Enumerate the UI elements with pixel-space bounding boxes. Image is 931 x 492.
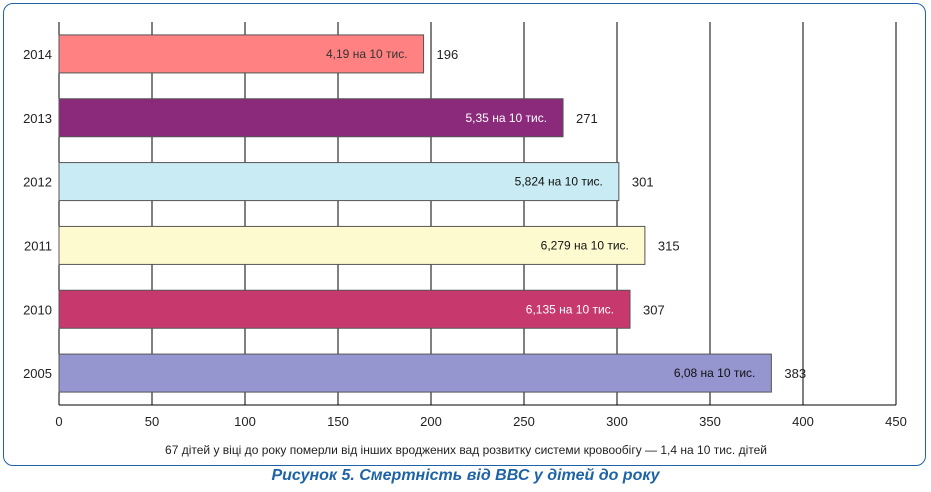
bar bbox=[58, 162, 620, 202]
category-labels: 2014 2013 2012 2011 2010 2005 bbox=[23, 47, 52, 381]
bar-value-label: 315 bbox=[658, 238, 680, 253]
category-label: 2011 bbox=[24, 238, 52, 253]
bar-value-label: 383 bbox=[784, 366, 806, 381]
x-tick-label: 0 bbox=[55, 414, 62, 429]
x-tick-label: 400 bbox=[792, 414, 814, 429]
bar-value-label: 301 bbox=[632, 175, 654, 190]
bar-chart: 4,19 на 10 тис. 196 5,35 на 10 тис. 271 5,82… bbox=[23, 22, 907, 457]
grid-lines bbox=[58, 22, 897, 405]
category-label: 2013 bbox=[23, 111, 52, 126]
bar-rate-label: 6,08 на 10 тис. bbox=[674, 366, 756, 380]
x-tick-label: 50 bbox=[145, 414, 159, 429]
bar bbox=[58, 98, 564, 138]
x-tick-label: 350 bbox=[699, 414, 721, 429]
bar bbox=[58, 353, 772, 393]
bar-value-label: 271 bbox=[576, 111, 598, 126]
bar bbox=[58, 289, 631, 329]
bar-rate-label: 6,135 на 10 тис. bbox=[526, 302, 614, 316]
x-tick-label: 100 bbox=[234, 414, 256, 429]
bar-value-label: 196 bbox=[437, 47, 459, 62]
category-label: 2014 bbox=[23, 47, 52, 62]
x-tick-label: 200 bbox=[420, 414, 442, 429]
x-tick-label: 450 bbox=[885, 414, 907, 429]
figure-caption: Рисунок 5. Смертність від ВВС у дітей до… bbox=[271, 467, 660, 484]
bar bbox=[58, 34, 425, 74]
x-tick-label: 150 bbox=[327, 414, 349, 429]
category-label: 2005 bbox=[23, 366, 52, 381]
bar-value-label: 307 bbox=[643, 302, 665, 317]
x-tick-label: 250 bbox=[513, 414, 535, 429]
bar-rate-label: 4,19 на 10 тис. bbox=[326, 47, 408, 61]
x-axis: 0 50 100 150 200 250 300 350 400 450 bbox=[55, 404, 907, 429]
bar-rate-label: 5,35 на 10 тис. bbox=[466, 111, 548, 125]
category-label: 2012 bbox=[23, 175, 52, 190]
x-axis-label: 67 дітей у віці до року померли від інши… bbox=[165, 443, 767, 457]
category-label: 2010 bbox=[23, 302, 52, 317]
x-tick-label: 300 bbox=[606, 414, 628, 429]
bars: 4,19 на 10 тис. 196 5,35 на 10 тис. 271 5,82… bbox=[58, 34, 806, 393]
bar-rate-label: 6,279 на 10 тис. bbox=[541, 238, 629, 252]
bar-rate-label: 5,824 на 10 тис. bbox=[515, 175, 603, 189]
bar bbox=[58, 225, 646, 265]
